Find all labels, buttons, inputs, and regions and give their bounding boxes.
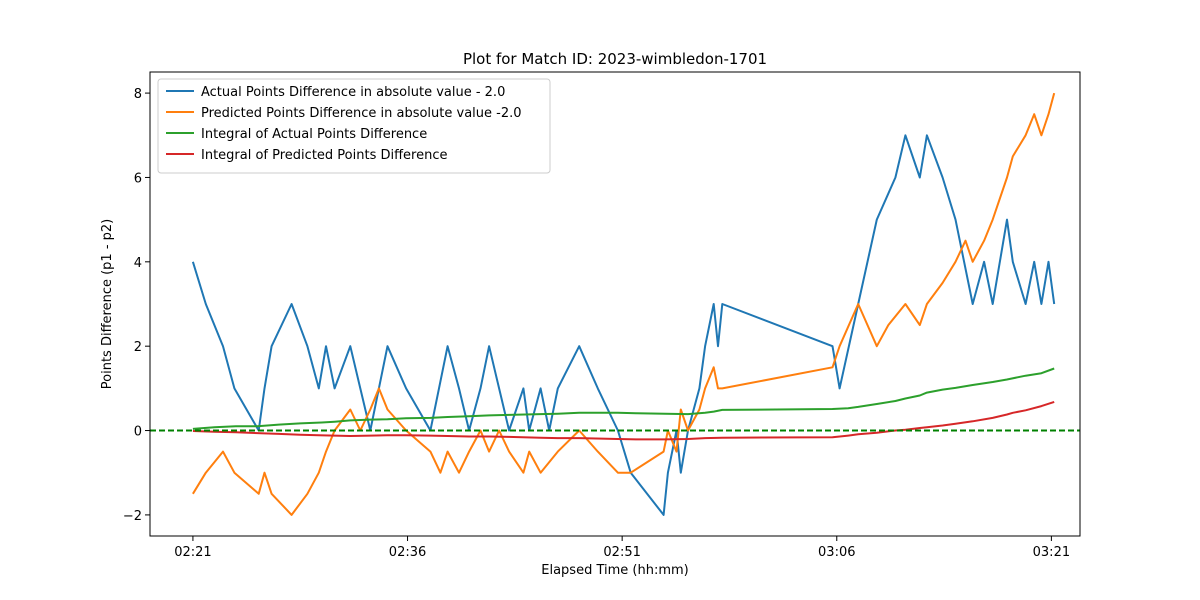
- legend-box: [157, 78, 551, 174]
- y-tick-label: 4: [134, 256, 142, 271]
- legend-label: Integral of Actual Points Difference: [201, 127, 427, 142]
- x-tick-label: 02:51: [603, 545, 640, 560]
- x-axis-label: Elapsed Time (hh:mm): [541, 563, 688, 578]
- plot-area: [150, 92, 1080, 516]
- series-line-1: [191, 134, 1056, 516]
- x-tick-label: 02:21: [174, 545, 211, 560]
- y-tick-label: 0: [134, 425, 142, 440]
- legend-label: Actual Points Difference in absolute val…: [201, 85, 505, 100]
- series-line-2: [192, 92, 1056, 516]
- plot-frame: [149, 71, 1081, 537]
- series-line-4: [192, 400, 1055, 441]
- y-axis-label: Points Difference (p1 - p2): [100, 219, 115, 389]
- x-tick-label: 03:06: [818, 545, 855, 560]
- legend-label: Predicted Points Difference in absolute …: [201, 106, 522, 121]
- chart-title: Plot for Match ID: 2023-wimbledon-1701: [463, 50, 767, 68]
- axis-ticks: 02:21 02:36 02:51 03:06 03:21 −2 0 2 4 6 8: [123, 87, 1070, 560]
- y-tick-label: 6: [134, 171, 142, 186]
- y-tick-label: 8: [134, 87, 142, 102]
- legend-label: Integral of Predicted Points Difference: [201, 148, 448, 163]
- x-tick-label: 02:36: [389, 545, 426, 560]
- x-tick-label: 03:21: [1033, 545, 1070, 560]
- y-tick-label: −2: [123, 509, 142, 524]
- series-line-3: [192, 367, 1055, 430]
- y-tick-label: 2: [134, 340, 142, 355]
- legend: Actual Points Difference in absolute val…: [157, 78, 551, 174]
